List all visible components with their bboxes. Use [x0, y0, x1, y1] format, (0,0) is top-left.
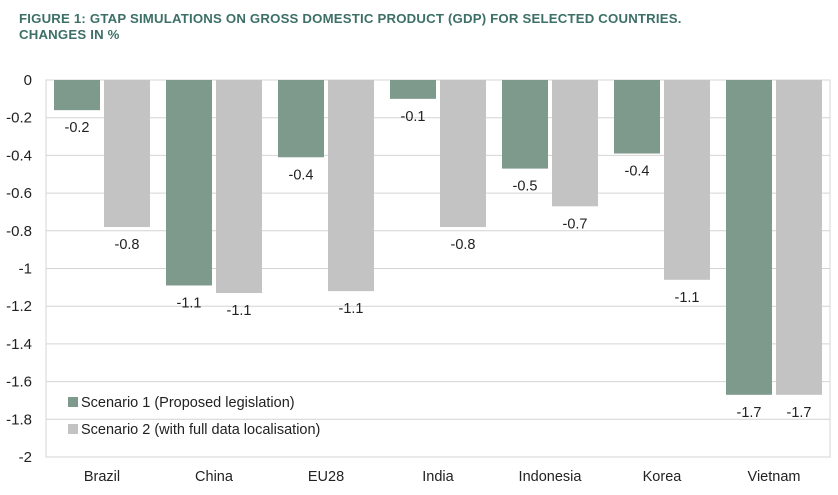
y-tick-label: -1.2	[6, 298, 32, 315]
data-label: -0.8	[115, 237, 140, 253]
bar-series-2	[328, 80, 374, 292]
bar-series-1	[278, 80, 324, 158]
legend-swatch-2	[68, 424, 78, 434]
y-tick-label: -1	[19, 261, 32, 278]
y-tick-label: -1.8	[6, 411, 32, 428]
bar-series-1	[390, 80, 436, 99]
x-category-label: Korea	[643, 469, 683, 485]
data-label: -1.1	[227, 303, 252, 319]
data-label: -0.8	[451, 237, 476, 253]
bars	[54, 80, 822, 395]
legend-label-1: Scenario 1 (Proposed legislation)	[81, 395, 295, 411]
y-tick-label: -0.6	[6, 185, 32, 202]
chart-title-line2: CHANGES IN %	[19, 27, 120, 42]
bar-series-2	[776, 80, 822, 395]
bar-series-2	[440, 80, 486, 228]
data-label: -1.7	[737, 405, 762, 421]
y-tick-label: -1.6	[6, 374, 32, 391]
bar-series-1	[726, 80, 772, 395]
y-tick-label: -0.8	[6, 223, 32, 240]
data-label: -1.1	[177, 295, 202, 311]
data-label: -0.4	[289, 167, 314, 183]
bar-series-2	[104, 80, 150, 228]
x-category-label: India	[422, 469, 454, 485]
data-label: -1.1	[675, 290, 700, 306]
bar-series-2	[216, 80, 262, 294]
x-category-label: Indonesia	[519, 469, 583, 485]
legend-label-2: Scenario 2 (with full data localisation)	[81, 422, 320, 438]
data-label: -1.1	[339, 301, 364, 317]
y-tick-label: -2	[19, 449, 32, 466]
data-label: -0.7	[563, 216, 588, 232]
chart-title-line1: FIGURE 1: GTAP SIMULATIONS ON GROSS DOME…	[19, 11, 682, 26]
chart-title: FIGURE 1: GTAP SIMULATIONS ON GROSS DOME…	[19, 11, 682, 43]
x-category-label: EU28	[308, 469, 344, 485]
plot-frame	[45, 79, 831, 458]
bar-series-1	[502, 80, 548, 169]
x-category-label: Vietnam	[748, 469, 801, 485]
bar-series-2	[552, 80, 598, 207]
y-axis-ticks: 0 -0.2 -0.4 -0.6 -0.8 -1 -1.2 -1.4 -1.6 -1.8 -2	[6, 72, 32, 466]
legend: Scenario 1 (Proposed legislation) Scenari…	[68, 395, 320, 438]
bar-series-2	[664, 80, 710, 280]
bar-series-1	[614, 80, 660, 154]
legend-swatch-1	[68, 397, 78, 407]
data-labels: -0.2 -0.8 -1.1 -1.1 -0.4 -1.1 -0.1 -0.8 -0.5 -0.7…	[65, 109, 812, 421]
bar-series-1	[54, 80, 100, 111]
data-label: -0.2	[65, 120, 90, 136]
y-tick-label: -1.4	[6, 336, 32, 353]
x-category-label: China	[195, 469, 234, 485]
y-tick-label: -0.2	[6, 110, 32, 127]
x-axis-categories: Brazil China EU28 India Indonesia Korea Vietna…	[84, 469, 801, 485]
data-label: -1.7	[787, 405, 812, 421]
y-tick-label: -0.4	[6, 147, 32, 164]
y-tick-label: 0	[24, 72, 32, 89]
data-label: -0.1	[401, 109, 426, 125]
x-category-label: Brazil	[84, 469, 120, 485]
data-label: -0.5	[513, 179, 538, 195]
data-label: -0.4	[625, 164, 650, 180]
bar-series-1	[166, 80, 212, 286]
